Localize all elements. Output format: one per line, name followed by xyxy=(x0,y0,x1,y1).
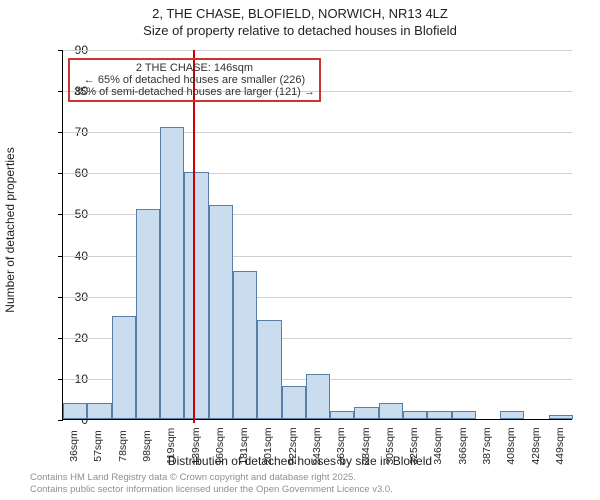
histogram-bar xyxy=(549,415,573,419)
title-line2: Size of property relative to detached ho… xyxy=(0,23,600,38)
histogram-bar xyxy=(282,386,306,419)
histogram-bar xyxy=(306,374,330,419)
histogram-bar xyxy=(209,205,233,419)
histogram-bar xyxy=(379,403,403,419)
title-block: 2, THE CHASE, BLOFIELD, NORWICH, NR13 4L… xyxy=(0,6,600,38)
histogram-bar xyxy=(160,127,184,419)
histogram-bar xyxy=(354,407,378,419)
histogram-bar xyxy=(87,403,111,419)
title-line1: 2, THE CHASE, BLOFIELD, NORWICH, NR13 4L… xyxy=(0,6,600,21)
histogram-bar xyxy=(403,411,427,419)
histogram-bar xyxy=(184,172,208,419)
reference-line xyxy=(193,50,195,423)
histogram-bar xyxy=(427,411,451,419)
plot-area: 2 THE CHASE: 146sqm← 65% of detached hou… xyxy=(62,50,572,420)
footer-line1: Contains HM Land Registry data © Crown c… xyxy=(30,472,393,484)
annotation-line1: 2 THE CHASE: 146sqm xyxy=(74,62,315,74)
histogram-bar xyxy=(330,411,354,419)
histogram-bar xyxy=(112,316,136,419)
x-axis-label: Distribution of detached houses by size … xyxy=(0,454,600,468)
y-axis-label: Number of detached properties xyxy=(3,147,17,312)
annotation-line2: ← 65% of detached houses are smaller (22… xyxy=(74,74,315,86)
annotation-line3: 35% of semi-detached houses are larger (… xyxy=(74,86,315,98)
chart-figure: 2, THE CHASE, BLOFIELD, NORWICH, NR13 4L… xyxy=(0,0,600,500)
footer-line2: Contains public sector information licen… xyxy=(30,484,393,496)
histogram-bar xyxy=(136,209,160,419)
histogram-bar xyxy=(233,271,257,419)
footer-attribution: Contains HM Land Registry data © Crown c… xyxy=(30,472,393,496)
annotation-box: 2 THE CHASE: 146sqm← 65% of detached hou… xyxy=(68,58,321,102)
histogram-bar xyxy=(500,411,524,419)
histogram-bar xyxy=(257,320,281,419)
histogram-bar xyxy=(452,411,476,419)
histogram-bar xyxy=(63,403,87,419)
